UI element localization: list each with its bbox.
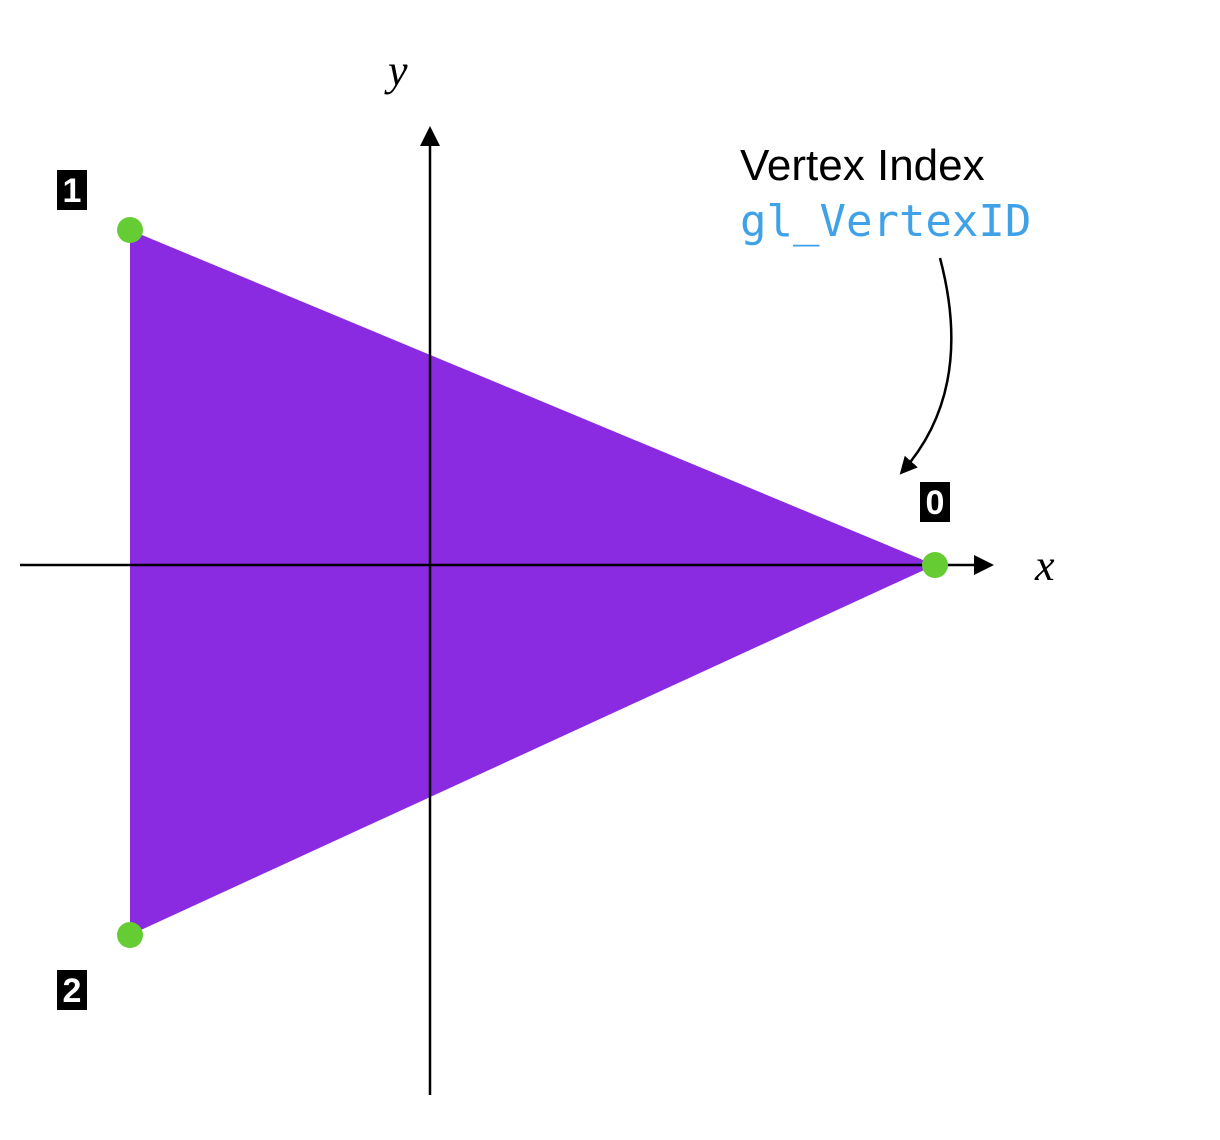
vertex-diagram: x y 0 1 2 Vertex Index gl_VertexID [0,0,1220,1140]
vertex-badge-label: 1 [63,172,82,210]
vertex-badge-label: 2 [63,972,82,1010]
vertex-marker [117,922,143,948]
annotation-arrow [902,258,951,472]
y-axis-label: y [384,46,408,95]
vertex-badge-label: 0 [926,484,945,522]
x-axis-label: x [1034,541,1055,590]
vertex-marker [922,552,948,578]
triangle [130,230,935,935]
vertex-marker [117,217,143,243]
annotation-code: gl_VertexID [740,196,1031,247]
annotation-title: Vertex Index [740,141,985,190]
